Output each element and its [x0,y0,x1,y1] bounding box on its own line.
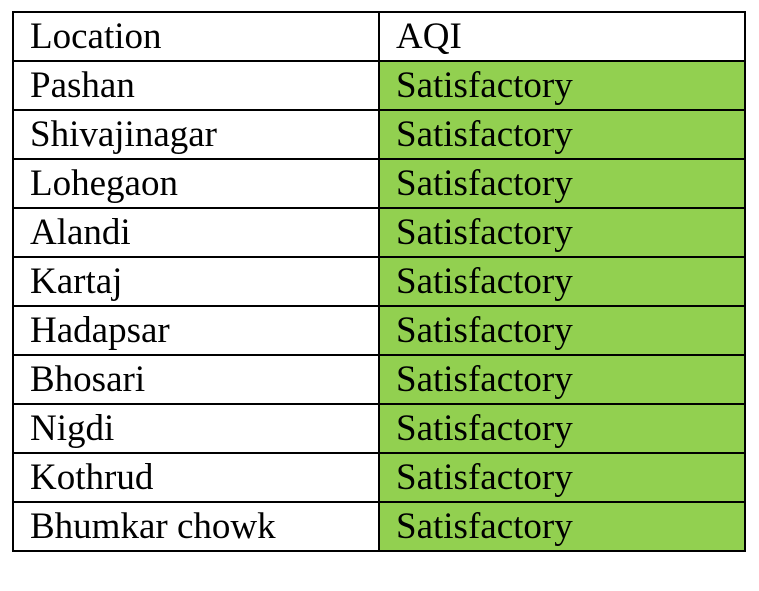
aqi-cell: Satisfactory [378,354,746,405]
table-row: Kothrud Satisfactory [12,452,746,503]
table-row: Hadapsar Satisfactory [12,305,746,356]
location-cell: Pashan [12,60,380,111]
location-cell: Bhosari [12,354,380,405]
aqi-cell: Satisfactory [378,501,746,552]
aqi-cell: Satisfactory [378,109,746,160]
aqi-cell: Satisfactory [378,256,746,307]
header-aqi: AQI [378,11,746,62]
table-row: Alandi Satisfactory [12,207,746,258]
aqi-cell: Satisfactory [378,60,746,111]
location-cell: Bhumkar chowk [12,501,380,552]
aqi-cell: Satisfactory [378,207,746,258]
location-cell: Nigdi [12,403,380,454]
table-row: Nigdi Satisfactory [12,403,746,454]
table-row: Pashan Satisfactory [12,60,746,111]
aqi-cell: Satisfactory [378,403,746,454]
aqi-cell: Satisfactory [378,305,746,356]
location-cell: Kartaj [12,256,380,307]
aqi-table: Location AQI Pashan Satisfactory Shivaji… [12,11,746,552]
location-cell: Alandi [12,207,380,258]
location-cell: Kothrud [12,452,380,503]
location-cell: Shivajinagar [12,109,380,160]
table-row: Bhumkar chowk Satisfactory [12,501,746,552]
table-row: Shivajinagar Satisfactory [12,109,746,160]
table-header-row: Location AQI [12,11,746,62]
location-cell: Lohegaon [12,158,380,209]
aqi-cell: Satisfactory [378,452,746,503]
table-row: Kartaj Satisfactory [12,256,746,307]
table-row: Lohegaon Satisfactory [12,158,746,209]
aqi-cell: Satisfactory [378,158,746,209]
header-location: Location [12,11,380,62]
location-cell: Hadapsar [12,305,380,356]
table-row: Bhosari Satisfactory [12,354,746,405]
